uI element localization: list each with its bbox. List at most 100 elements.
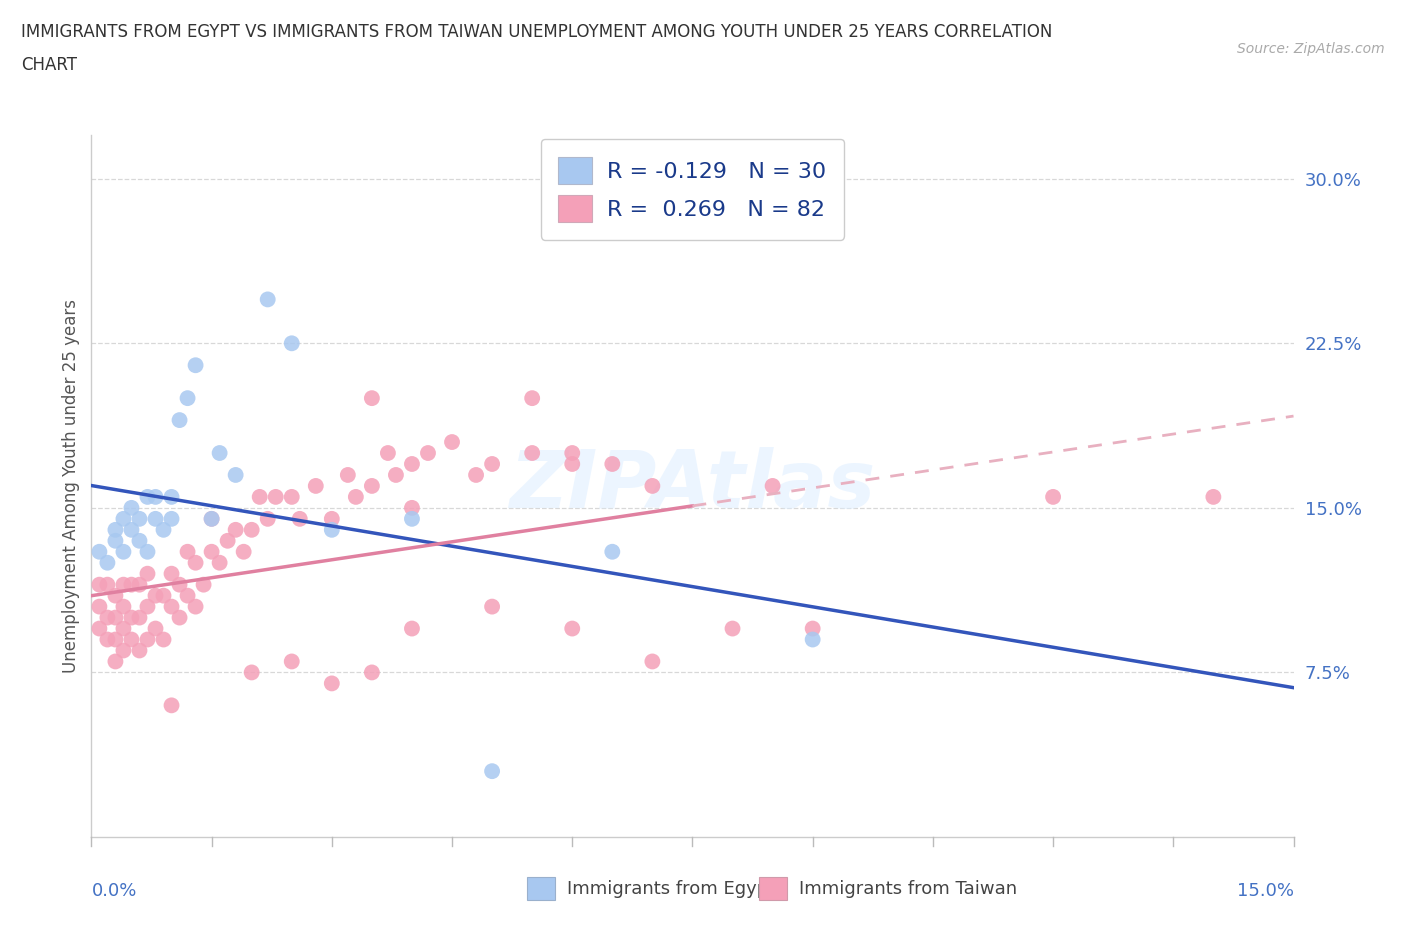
Point [561, 445, 583, 460]
Point [112, 599, 135, 614]
Point [184, 358, 207, 373]
Point [522, 391, 544, 405]
Point [121, 610, 143, 625]
Point [201, 512, 224, 526]
Point [288, 512, 311, 526]
Point [561, 457, 583, 472]
Point [136, 632, 159, 647]
Point [401, 500, 423, 515]
Point [201, 544, 224, 559]
Y-axis label: Unemployment Among Youth under 25 years: Unemployment Among Youth under 25 years [62, 299, 80, 673]
Point [208, 555, 231, 570]
Point [152, 523, 174, 538]
Point [169, 578, 191, 592]
Point [89, 544, 111, 559]
Point [256, 512, 278, 526]
Point [176, 544, 198, 559]
Point [136, 599, 159, 614]
Point [321, 523, 343, 538]
Point [281, 489, 304, 504]
Point [112, 512, 135, 526]
Text: Immigrants from Egypt: Immigrants from Egypt [567, 880, 775, 898]
Text: 15.0%: 15.0% [1236, 882, 1294, 899]
Text: ZIPAtlas: ZIPAtlas [509, 447, 876, 525]
Point [401, 457, 423, 472]
Point [561, 621, 583, 636]
Point [641, 479, 664, 494]
Point [145, 512, 167, 526]
Point [128, 643, 150, 658]
Point [184, 599, 207, 614]
Point [641, 654, 664, 669]
Text: Immigrants from Taiwan: Immigrants from Taiwan [799, 880, 1017, 898]
Point [104, 654, 127, 669]
Legend: R = -0.129   N = 30, R =  0.269   N = 82: R = -0.129 N = 30, R = 0.269 N = 82 [541, 139, 844, 240]
Point [721, 621, 744, 636]
Point [193, 578, 215, 592]
Point [481, 764, 503, 778]
Point [112, 643, 135, 658]
Point [128, 512, 150, 526]
Point [481, 599, 503, 614]
Point [112, 544, 135, 559]
Point [801, 632, 824, 647]
Point [176, 391, 198, 405]
Point [121, 500, 143, 515]
Point [96, 610, 118, 625]
Point [89, 621, 111, 636]
Point [217, 533, 239, 548]
Point [136, 544, 159, 559]
Point [112, 621, 135, 636]
Point [240, 665, 263, 680]
Text: 0.0%: 0.0% [91, 882, 136, 899]
Point [208, 445, 231, 460]
Point [377, 445, 399, 460]
Point [360, 665, 382, 680]
Text: CHART: CHART [21, 56, 77, 73]
Point [104, 588, 127, 603]
Point [160, 566, 183, 581]
Point [602, 544, 624, 559]
Point [465, 468, 488, 483]
Point [136, 566, 159, 581]
Point [128, 578, 150, 592]
Point [184, 555, 207, 570]
Point [305, 479, 328, 494]
Point [104, 610, 127, 625]
Point [128, 533, 150, 548]
Point [152, 632, 174, 647]
Point [169, 610, 191, 625]
Point [160, 512, 183, 526]
Point [416, 445, 439, 460]
Point [136, 489, 159, 504]
Point [145, 489, 167, 504]
Point [440, 434, 463, 449]
Point [360, 479, 382, 494]
Point [360, 391, 382, 405]
Point [160, 698, 183, 712]
Point [225, 468, 247, 483]
Point [104, 632, 127, 647]
Point [89, 578, 111, 592]
Text: IMMIGRANTS FROM EGYPT VS IMMIGRANTS FROM TAIWAN UNEMPLOYMENT AMONG YOUTH UNDER 2: IMMIGRANTS FROM EGYPT VS IMMIGRANTS FROM… [21, 23, 1053, 41]
Point [104, 523, 127, 538]
Point [1202, 489, 1225, 504]
Point [145, 588, 167, 603]
Point [385, 468, 408, 483]
Point [401, 512, 423, 526]
Point [762, 479, 785, 494]
Point [344, 489, 367, 504]
Point [232, 544, 254, 559]
Point [336, 468, 359, 483]
Point [96, 555, 118, 570]
Point [96, 578, 118, 592]
Point [152, 588, 174, 603]
Point [281, 336, 304, 351]
Point [225, 523, 247, 538]
Point [256, 292, 278, 307]
Point [481, 457, 503, 472]
Point [121, 523, 143, 538]
Point [121, 632, 143, 647]
Point [128, 610, 150, 625]
Point [264, 489, 287, 504]
